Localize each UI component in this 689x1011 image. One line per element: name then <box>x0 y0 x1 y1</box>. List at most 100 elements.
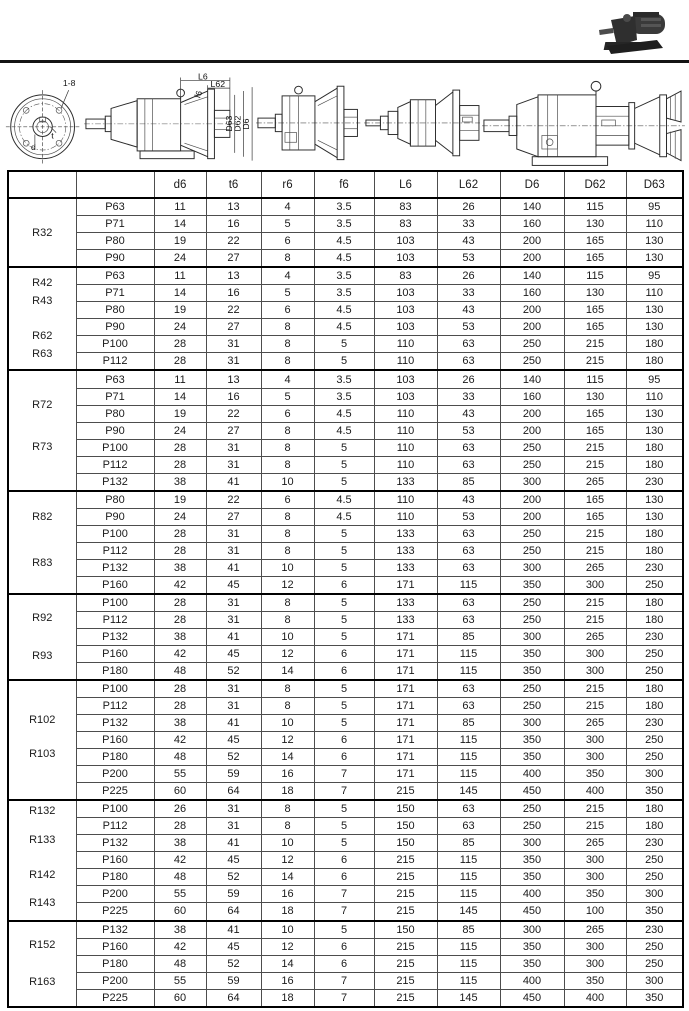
value-cell: 5 <box>313 714 375 733</box>
size-cell: P100 <box>75 438 155 457</box>
table-row: P71 14 16 5 3.5 103 33 160 130 110 <box>8 284 684 303</box>
value-cell: 7 <box>313 971 375 990</box>
value-cell: 400 <box>499 885 565 904</box>
value-cell: 250 <box>625 575 684 595</box>
value-cell: 250 <box>625 661 684 681</box>
value-cell: 6 <box>313 748 375 767</box>
group-cell: R42 R43 R62 R63 <box>7 266 77 371</box>
column-header-r6: r6 <box>260 170 315 199</box>
size-cell: P90 <box>75 421 155 440</box>
size-cell: P132 <box>75 472 155 492</box>
value-cell: 145 <box>436 782 501 801</box>
table-row: P160 42 45 12 6 171 115 350 300 250 <box>8 575 684 595</box>
table-row: P132 38 41 10 5 171 85 300 265 230 <box>8 628 684 646</box>
value-cell: 130 <box>625 489 684 509</box>
value-cell: 110 <box>373 507 438 526</box>
value-cell: 41 <box>205 628 262 646</box>
value-cell: 250 <box>499 679 565 699</box>
value-cell: 95 <box>625 369 684 389</box>
value-cell: 110 <box>625 387 684 406</box>
value-cell: 200 <box>499 404 565 423</box>
table-row: P112 28 31 8 5 171 63 250 215 180 <box>8 697 684 716</box>
value-cell: 24 <box>153 421 207 440</box>
group-label: R93 <box>32 649 53 662</box>
size-cell: P100 <box>75 335 155 354</box>
value-cell: 31 <box>205 817 262 836</box>
value-cell: 33 <box>436 215 501 234</box>
size-cell: P225 <box>75 988 155 1008</box>
value-cell: 31 <box>205 679 262 699</box>
value-cell: 300 <box>499 714 565 733</box>
value-cell: 48 <box>153 868 207 887</box>
value-cell: 27 <box>205 507 262 526</box>
group-label: R102 <box>29 714 56 727</box>
table-header: d6 t6 r6 f6 L6 L62 D6 D62 D63 <box>7 170 684 199</box>
value-cell: 180 <box>625 524 684 543</box>
value-cell: 6 <box>313 937 375 956</box>
value-cell: 145 <box>436 902 501 922</box>
size-cell: P160 <box>75 937 155 956</box>
dim-label-D62: D62 <box>233 116 243 132</box>
value-cell: 5 <box>313 335 375 354</box>
group-label: R43 <box>32 294 53 307</box>
value-cell: 16 <box>260 971 315 990</box>
value-cell: 215 <box>563 799 627 819</box>
dim-label-D63: D63 <box>224 116 234 132</box>
size-cell: P63 <box>75 266 155 286</box>
table-row: P160 42 45 12 6 215 115 350 300 250 <box>8 937 684 956</box>
group-label: R152 <box>29 939 56 952</box>
value-cell: 300 <box>499 472 565 492</box>
value-cell: 171 <box>373 697 438 716</box>
value-cell: 63 <box>436 352 501 371</box>
value-cell: 6 <box>313 851 375 870</box>
value-cell: 133 <box>373 541 438 560</box>
size-cell: P100 <box>75 679 155 699</box>
size-cell: P225 <box>75 902 155 922</box>
table-row: P200 55 59 16 7 171 115 400 350 300 <box>8 765 684 784</box>
value-cell: 18 <box>260 902 315 922</box>
value-cell: 38 <box>153 714 207 733</box>
value-cell: 28 <box>153 524 207 543</box>
size-cell: P112 <box>75 611 155 630</box>
value-cell: 115 <box>436 765 501 784</box>
value-cell: 110 <box>373 421 438 440</box>
size-cell: P132 <box>75 628 155 646</box>
value-cell: 215 <box>373 954 438 973</box>
value-cell: 250 <box>499 524 565 543</box>
value-cell: 200 <box>499 301 565 320</box>
value-cell: 42 <box>153 575 207 595</box>
value-cell: 171 <box>373 628 438 646</box>
value-cell: 130 <box>625 507 684 526</box>
value-cell: 350 <box>499 937 565 956</box>
size-cell: P71 <box>75 284 155 303</box>
value-cell: 7 <box>313 885 375 904</box>
value-cell: 14 <box>260 868 315 887</box>
value-cell: 8 <box>260 318 315 337</box>
value-cell: 103 <box>373 369 438 389</box>
value-cell: 45 <box>205 851 262 870</box>
value-cell: 110 <box>373 455 438 474</box>
size-cell: P80 <box>75 301 155 320</box>
table-row: P160 42 45 12 6 171 115 350 300 250 <box>8 731 684 750</box>
value-cell: 4 <box>260 266 315 286</box>
value-cell: 250 <box>499 592 565 613</box>
value-cell: 38 <box>153 628 207 646</box>
value-cell: 10 <box>260 834 315 853</box>
size-cell: P180 <box>75 661 155 681</box>
value-cell: 200 <box>499 232 565 251</box>
value-cell: 10 <box>260 714 315 733</box>
value-cell: 250 <box>625 954 684 973</box>
value-cell: 31 <box>205 335 262 354</box>
group-label: R143 <box>29 896 56 909</box>
value-cell: 8 <box>260 697 315 716</box>
value-cell: 215 <box>373 885 438 904</box>
value-cell: 33 <box>436 387 501 406</box>
value-cell: 12 <box>260 851 315 870</box>
header-divider <box>0 60 689 63</box>
value-cell: 45 <box>205 937 262 956</box>
table-row: P200 55 59 16 7 215 115 400 350 300 <box>8 971 684 990</box>
value-cell: 38 <box>153 919 207 939</box>
value-cell: 171 <box>373 731 438 750</box>
value-cell: 43 <box>436 232 501 251</box>
column-header-D63: D63 <box>625 170 684 199</box>
